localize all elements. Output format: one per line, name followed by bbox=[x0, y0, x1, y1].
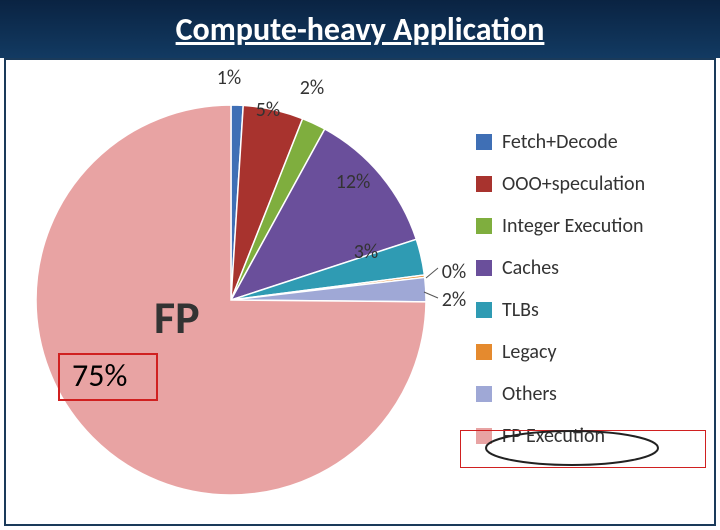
legend-label: Others bbox=[502, 382, 557, 406]
legend-swatch bbox=[476, 134, 492, 150]
legend-label: OOO+speculation bbox=[502, 172, 645, 196]
legend-item-integer-execution: Integer Execution bbox=[476, 214, 706, 238]
legend-item-legacy: Legacy bbox=[476, 340, 706, 364]
slice-label-tlbs: 3% bbox=[346, 240, 386, 264]
fp-percent-label: 75% bbox=[72, 356, 127, 395]
fp-center-label: FP bbox=[154, 290, 200, 346]
legend-swatch bbox=[476, 176, 492, 192]
legend-swatch bbox=[476, 260, 492, 276]
slice-label-fetch-decode: 1% bbox=[209, 66, 249, 90]
legend: Fetch+Decode OOO+speculation Integer Execu… bbox=[476, 130, 706, 466]
slide-header: Compute-heavy Application bbox=[0, 0, 720, 58]
slice-label-integer-execution: 2% bbox=[292, 76, 332, 100]
slice-label-legacy: 0% bbox=[434, 260, 474, 284]
slide: Compute-heavy Application 1% 5% 2% 12% 3… bbox=[0, 0, 720, 530]
legend-label: TLBs bbox=[502, 298, 539, 322]
legend-label: Fetch+Decode bbox=[502, 130, 618, 154]
slide-content: 1% 5% 2% 12% 3% 0% 2% FP 75% Fetch+Decod… bbox=[4, 58, 716, 526]
legend-swatch bbox=[476, 428, 492, 444]
legend-swatch bbox=[476, 218, 492, 234]
legend-swatch bbox=[476, 344, 492, 360]
slice-label-caches: 12% bbox=[326, 170, 380, 194]
legend-item-ooo-speculation: OOO+speculation bbox=[476, 172, 706, 196]
legend-item-tlbs: TLBs bbox=[476, 298, 706, 322]
slide-title: Compute-heavy Application bbox=[176, 10, 545, 49]
slice-label-others: 2% bbox=[434, 288, 474, 312]
legend-label: FP Execution bbox=[502, 424, 605, 448]
slice-label-ooo-speculation: 5% bbox=[248, 98, 288, 122]
legend-item-fp-execution: FP Execution bbox=[476, 424, 706, 448]
legend-item-caches: Caches bbox=[476, 256, 706, 280]
legend-label: Legacy bbox=[502, 340, 557, 364]
legend-swatch bbox=[476, 302, 492, 318]
legend-label: Integer Execution bbox=[502, 214, 644, 238]
legend-item-others: Others bbox=[476, 382, 706, 406]
legend-label: Caches bbox=[502, 256, 559, 280]
legend-item-fetch-decode: Fetch+Decode bbox=[476, 130, 706, 154]
legend-swatch bbox=[476, 386, 492, 402]
